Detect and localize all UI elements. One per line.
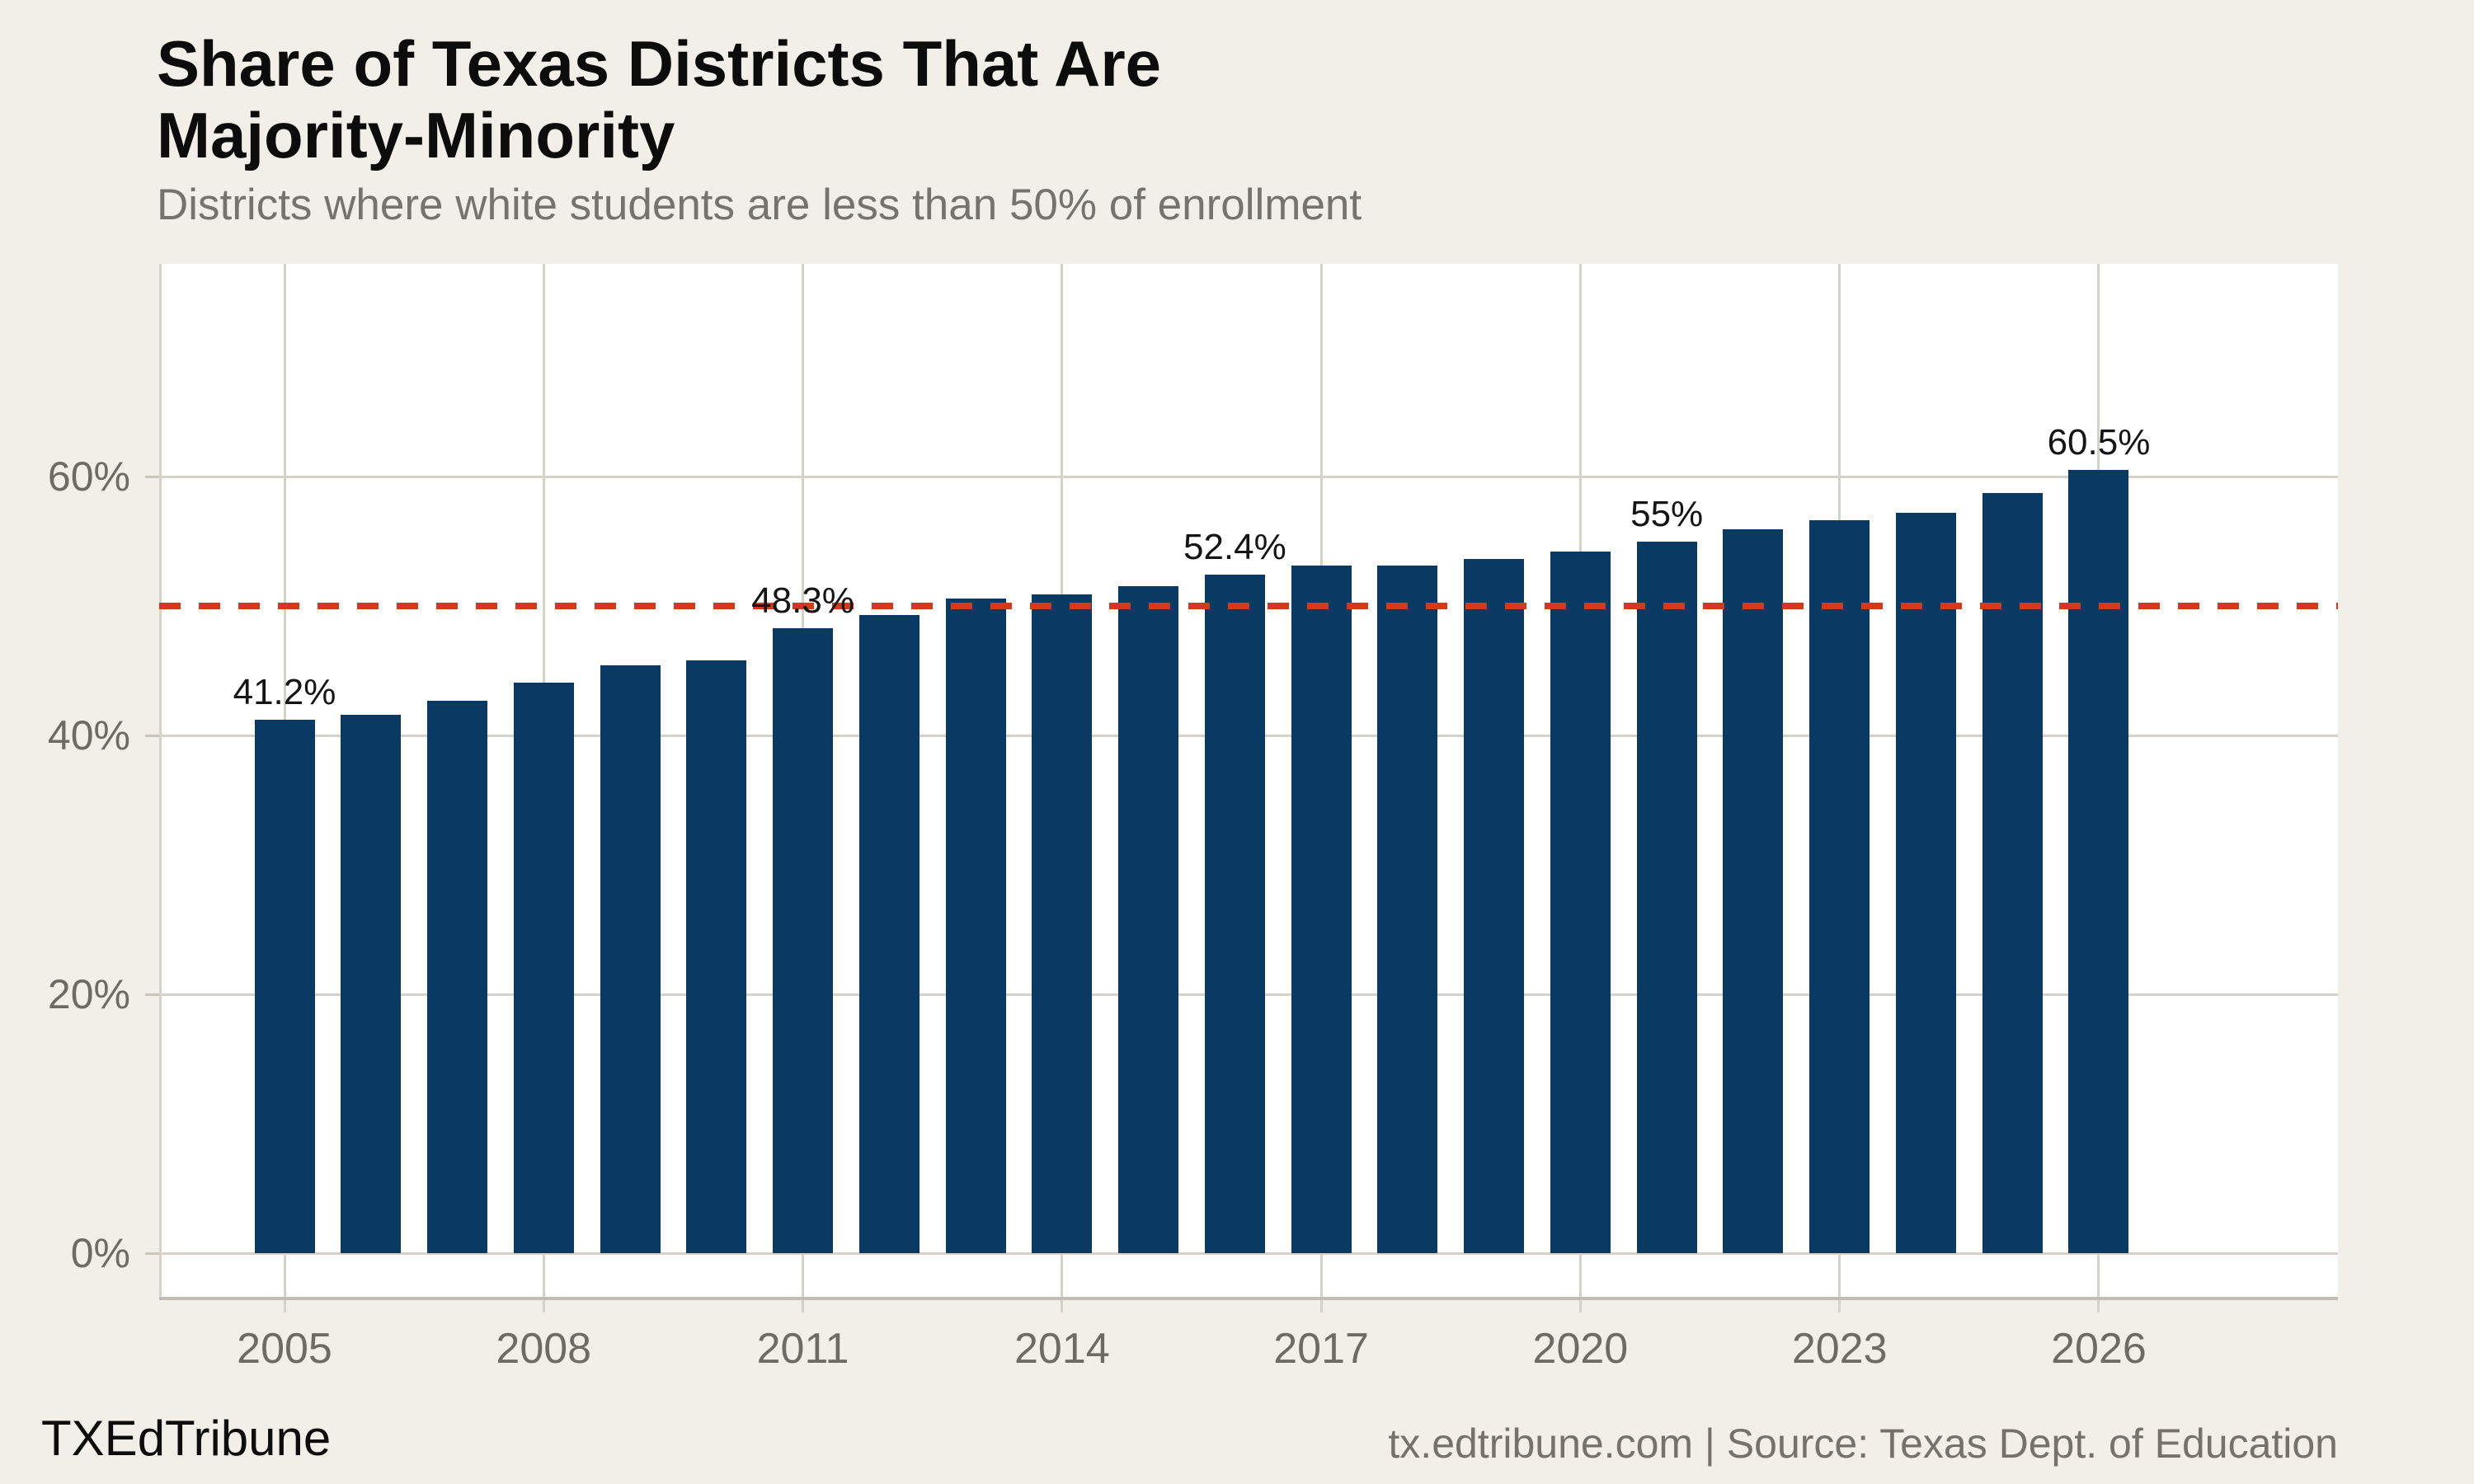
gridline-y-0 xyxy=(159,1252,2338,1255)
y-tick-0 xyxy=(145,1252,159,1255)
y-tick-label-60: 60% xyxy=(47,453,130,500)
value-label-2016: 52.4% xyxy=(1183,527,1286,568)
bar-2018 xyxy=(1377,566,1438,1253)
x-tick-label-2005: 2005 xyxy=(237,1325,332,1373)
x-tick-label-2011: 2011 xyxy=(756,1325,849,1373)
chart-subtitle: Districts where white students are less … xyxy=(157,181,1362,229)
y-tick-label-0: 0% xyxy=(70,1230,130,1276)
y-tick-20 xyxy=(145,993,159,996)
bar-2011 xyxy=(773,627,834,1253)
bar-2005 xyxy=(254,720,315,1253)
value-label-2011: 48.3% xyxy=(751,580,854,621)
gridline-y-60 xyxy=(159,475,2338,478)
footer-source: tx.edtribune.com | Source: Texas Dept. o… xyxy=(1388,1421,2338,1467)
bar-2024 xyxy=(1895,512,1956,1253)
value-label-2005: 41.2% xyxy=(233,672,336,713)
y-tick-label-40: 40% xyxy=(47,712,130,758)
bar-2025 xyxy=(1982,493,2043,1253)
footer-brand: TXEdTribune xyxy=(41,1411,332,1466)
bar-2016 xyxy=(1204,575,1265,1253)
chart-title-line1: Share of Texas Districts That Are xyxy=(157,27,1162,100)
value-label-2026: 60.5% xyxy=(2047,422,2151,463)
y-tick-label-20: 20% xyxy=(47,971,130,1017)
bar-2012 xyxy=(858,614,920,1253)
x-tick-label-2026: 2026 xyxy=(2051,1325,2147,1373)
bar-2007 xyxy=(427,700,488,1253)
x-tick-label-2008: 2008 xyxy=(496,1325,592,1373)
bar-2014 xyxy=(1032,594,1093,1253)
bar-2017 xyxy=(1291,566,1352,1253)
bar-2010 xyxy=(686,660,747,1253)
x-tick-label-2023: 2023 xyxy=(1791,1325,1888,1373)
bar-2026 xyxy=(2068,470,2129,1253)
x-tick-label-2017: 2017 xyxy=(1273,1325,1369,1373)
bar-2009 xyxy=(600,665,661,1253)
y-tick-60 xyxy=(145,475,159,478)
bar-2020 xyxy=(1550,552,1611,1253)
plot-area: 41.2% 48.3% 52.4% 55% 60.5% xyxy=(159,264,2338,1313)
value-label-2021: 55% xyxy=(1630,493,1704,534)
bar-2015 xyxy=(1118,586,1179,1253)
bar-2019 xyxy=(1464,559,1525,1253)
x-tick-label-2020: 2020 xyxy=(1532,1325,1629,1373)
chart-title-line2: Majority-Minority xyxy=(157,99,675,172)
bar-2023 xyxy=(1809,520,1870,1253)
bar-2021 xyxy=(1636,541,1697,1253)
bar-2013 xyxy=(945,598,1006,1253)
bar-2006 xyxy=(341,714,402,1253)
y-axis-line xyxy=(159,264,162,1298)
y-tick-40 xyxy=(145,734,159,737)
bar-2008 xyxy=(513,682,574,1253)
bar-2022 xyxy=(1723,529,1784,1253)
chart-title: Share of Texas Districts That Are Majorit… xyxy=(157,27,1162,172)
reference-line-50pct xyxy=(159,603,2338,609)
x-axis-line xyxy=(159,1297,2338,1300)
x-tick-label-2014: 2014 xyxy=(1014,1325,1110,1373)
